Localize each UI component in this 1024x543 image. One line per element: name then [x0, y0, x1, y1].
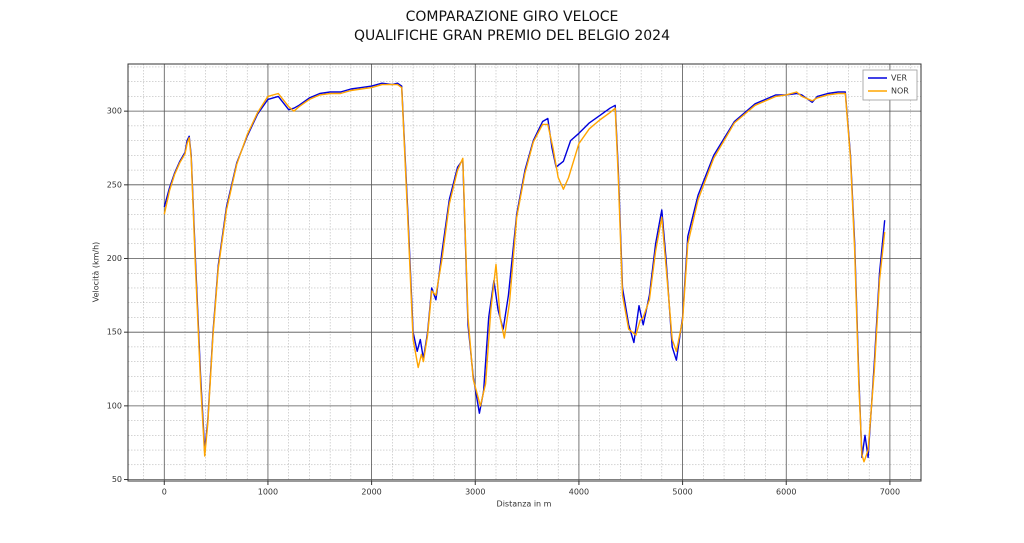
plot-frame: [127, 63, 922, 482]
x-tick-label: 7000: [880, 488, 900, 497]
chart-subtitle: QUALIFICHE GRAN PREMIO DEL BELGIO 2024: [354, 28, 670, 44]
x-tick-label: 6000: [776, 488, 796, 497]
y-tick-label: 50: [112, 475, 122, 484]
x-tick-label: 3000: [465, 488, 485, 497]
y-tick-label: 250: [107, 180, 122, 189]
x-tick-label: 5000: [672, 488, 692, 497]
x-tick-label: 2000: [361, 488, 381, 497]
line-series: [163, 83, 886, 463]
y-tick-label: 200: [107, 254, 122, 263]
x-axis-label: Distanza in m: [497, 500, 552, 509]
x-tick-label: 0: [162, 488, 167, 497]
legend-box: [862, 69, 918, 101]
y-tick-label: 100: [107, 401, 122, 410]
legend-label: VER: [891, 74, 908, 83]
x-tick-label: 1000: [258, 488, 278, 497]
chart-title: COMPARAZIONE GIRO VELOCE: [406, 9, 619, 25]
y-tick-label: 150: [107, 328, 122, 337]
legend-label: NOR: [891, 87, 909, 96]
x-tick-label: 4000: [569, 488, 589, 497]
y-tick-label: 300: [107, 107, 122, 116]
line-series: [163, 82, 886, 459]
y-axis-label: Velocità (km/h): [92, 242, 101, 303]
